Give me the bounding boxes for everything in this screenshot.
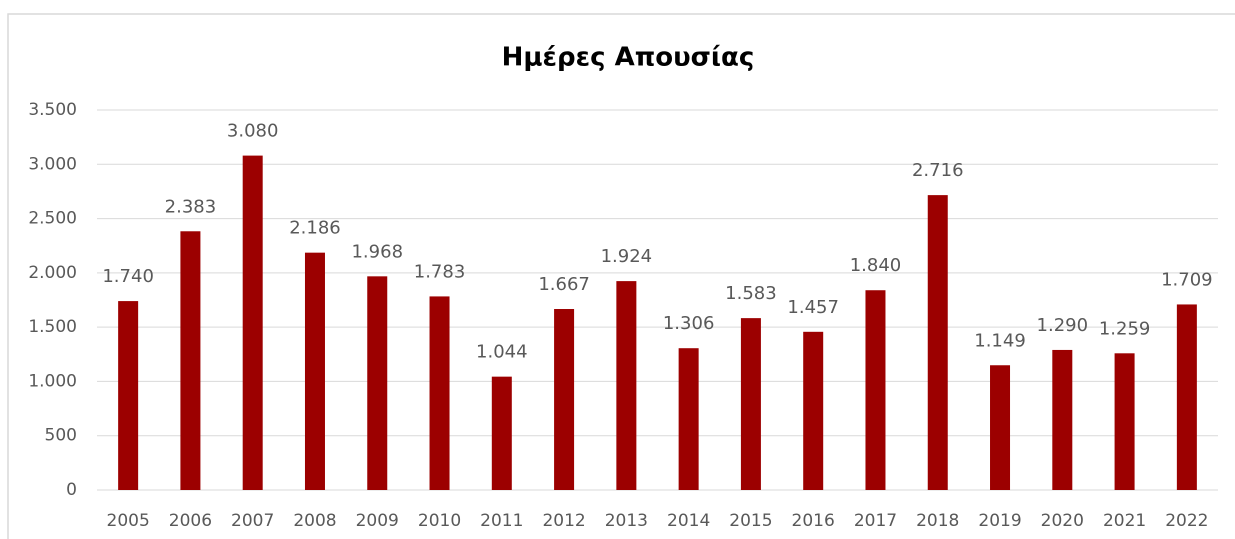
- data-label: 1.968: [351, 241, 403, 262]
- data-label: 1.740: [102, 266, 154, 287]
- x-tick-label: 2017: [854, 511, 897, 531]
- bar: [118, 301, 139, 490]
- x-tick-label: 2008: [293, 511, 336, 531]
- data-label: 1.149: [974, 330, 1026, 351]
- chart-title: Ημέρες Απουσίας: [502, 43, 755, 73]
- data-label: 2.186: [289, 218, 341, 239]
- bar: [304, 252, 325, 490]
- bar: [491, 376, 512, 490]
- y-tick-label: 1.500: [28, 317, 77, 337]
- x-tick-label: 2015: [729, 511, 772, 531]
- y-tick-label: 1.000: [28, 371, 77, 391]
- bar: [1052, 349, 1073, 490]
- data-label: 1.306: [663, 313, 715, 334]
- bar: [865, 290, 886, 490]
- bar: [367, 276, 388, 490]
- x-tick-label: 2022: [1165, 511, 1208, 531]
- bar: [678, 348, 699, 490]
- x-tick-label: 2014: [667, 511, 710, 531]
- data-label: 2.383: [165, 196, 217, 217]
- chart-frame: [7, 13, 1235, 539]
- bar: [1114, 353, 1135, 490]
- x-tick-label: 2005: [107, 511, 150, 531]
- y-tick-label: 3.500: [28, 100, 77, 120]
- x-tick-label: 2010: [418, 511, 461, 531]
- data-label: 1.044: [476, 342, 528, 363]
- y-tick-label: 500: [45, 426, 77, 446]
- bar: [616, 281, 637, 490]
- data-label: 1.290: [1037, 315, 1089, 336]
- bar: [242, 155, 263, 490]
- x-tick-label: 2013: [605, 511, 648, 531]
- data-label: 1.840: [850, 255, 902, 276]
- data-label: 1.667: [538, 274, 590, 295]
- y-tick-label: 2.500: [28, 209, 77, 229]
- y-tick-label: 2.000: [28, 263, 77, 283]
- data-label: 1.924: [601, 246, 653, 267]
- x-tick-label: 2020: [1041, 511, 1084, 531]
- data-label: 2.716: [912, 160, 964, 181]
- x-tick-label: 2021: [1103, 511, 1146, 531]
- x-tick-label: 2012: [542, 511, 585, 531]
- x-tick-label: 2009: [356, 511, 399, 531]
- bar: [740, 318, 761, 490]
- x-tick-label: 2006: [169, 511, 212, 531]
- x-tick-label: 2016: [792, 511, 835, 531]
- y-tick-label: 0: [66, 480, 77, 500]
- bar: [180, 231, 201, 490]
- bar: [990, 365, 1011, 490]
- x-tick-label: 2019: [978, 511, 1021, 531]
- data-label: 1.259: [1099, 318, 1151, 339]
- data-label: 1.583: [725, 283, 777, 304]
- bar: [927, 195, 948, 490]
- data-label: 1.457: [787, 297, 839, 318]
- bar: [1176, 304, 1197, 490]
- bar: [554, 309, 575, 490]
- bar: [803, 331, 824, 490]
- data-label: 3.080: [227, 121, 279, 142]
- data-label: 1.709: [1161, 269, 1213, 290]
- x-tick-label: 2007: [231, 511, 274, 531]
- x-tick-label: 2018: [916, 511, 959, 531]
- bar: [429, 296, 450, 490]
- x-tick-label: 2011: [480, 511, 523, 531]
- y-tick-label: 3.000: [28, 154, 77, 174]
- data-label: 1.783: [414, 261, 466, 282]
